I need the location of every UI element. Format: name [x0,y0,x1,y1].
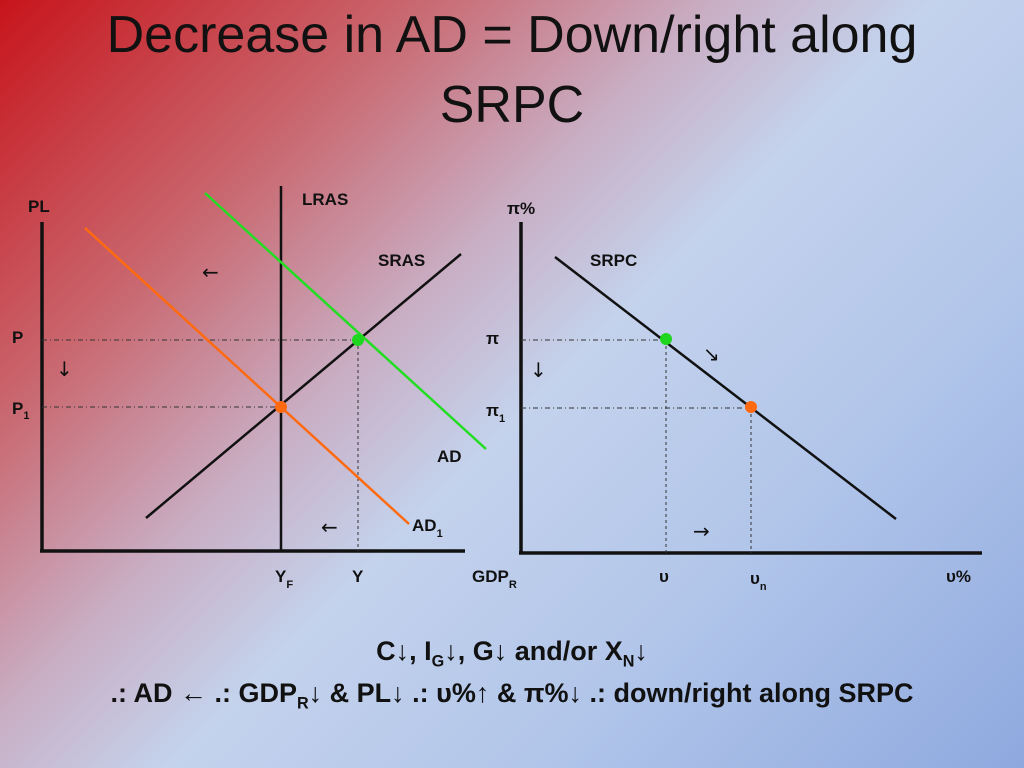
p-label: P [12,328,23,347]
ad1-line [84,227,410,525]
down-arrow-price-icon: ↓ [56,357,73,381]
unemployment-axis-label: υ% [946,567,971,586]
ad-line [204,192,487,450]
page-title: Decrease in AD = Down/right along SRPC [20,0,1004,140]
left-arrow-top-icon: ← [202,260,219,284]
title-line-2: SRPC [439,76,585,134]
summary-gdp-sub: R [296,694,309,713]
inflation-axis-label: π% [507,199,535,218]
summary-i: ↓, I [395,636,432,666]
summary-x-sub: N [622,652,635,671]
y-label: Y [352,567,364,586]
summary-c: C [376,636,396,666]
ad-as-graph: PL LRAS SRAS AD AD1 P P1 YF Y GDPR ← ↓ ← [12,186,517,591]
right-arrow-icon: → [693,519,710,543]
summary-g: ↓, G [444,636,494,666]
summary-x-arrow: ↓ [634,636,648,666]
summary-i-sub: G [431,652,445,671]
diagonal-arrow-icon: ↘ [703,342,720,366]
new-equilibrium-point [275,401,287,413]
pi1-label: π1 [486,401,505,425]
initial-pc-point [660,333,672,345]
ad1-label: AD1 [412,516,443,540]
p1-label: P1 [12,399,29,422]
lras-label: LRAS [302,190,348,209]
title-line-1: Decrease in AD = Down/right along [106,6,918,64]
down-arrow-inflation-icon: ↓ [530,358,547,382]
sras-label: SRAS [378,251,425,270]
summary-line-2: .: AD ← .: GDPR↓ & PL↓ .: υ%↑ & π%↓ .: d… [0,678,1024,713]
summary-chain-start: .: AD ← .: GDP [110,678,297,708]
summary-chain-end: ↓ & PL↓ .: υ%↑ & π%↓ .: down/right along… [308,678,914,708]
gdp-axis-label: GDPR [472,567,517,591]
phillips-curve-graph: π% SRPC π π1 υ υn υ% ↘ ↓ → [486,199,982,593]
srpc-label: SRPC [590,251,637,270]
pl-axis-label: PL [28,197,50,216]
left-arrow-bottom-icon: ← [321,515,338,539]
u-label: υ [659,567,669,586]
initial-equilibrium-point [352,334,364,346]
new-pc-point [745,401,757,413]
summary-line-1: C↓, IG↓, G↓ and/or XN↓ [0,636,1024,671]
yf-label: YF [275,567,293,591]
sras-line [145,253,462,519]
un-label: υn [750,569,767,593]
ad-label: AD [437,447,462,466]
srpc-line [554,256,897,520]
summary-x: ↓ and/or X [493,636,623,666]
pi-label: π [486,329,499,348]
